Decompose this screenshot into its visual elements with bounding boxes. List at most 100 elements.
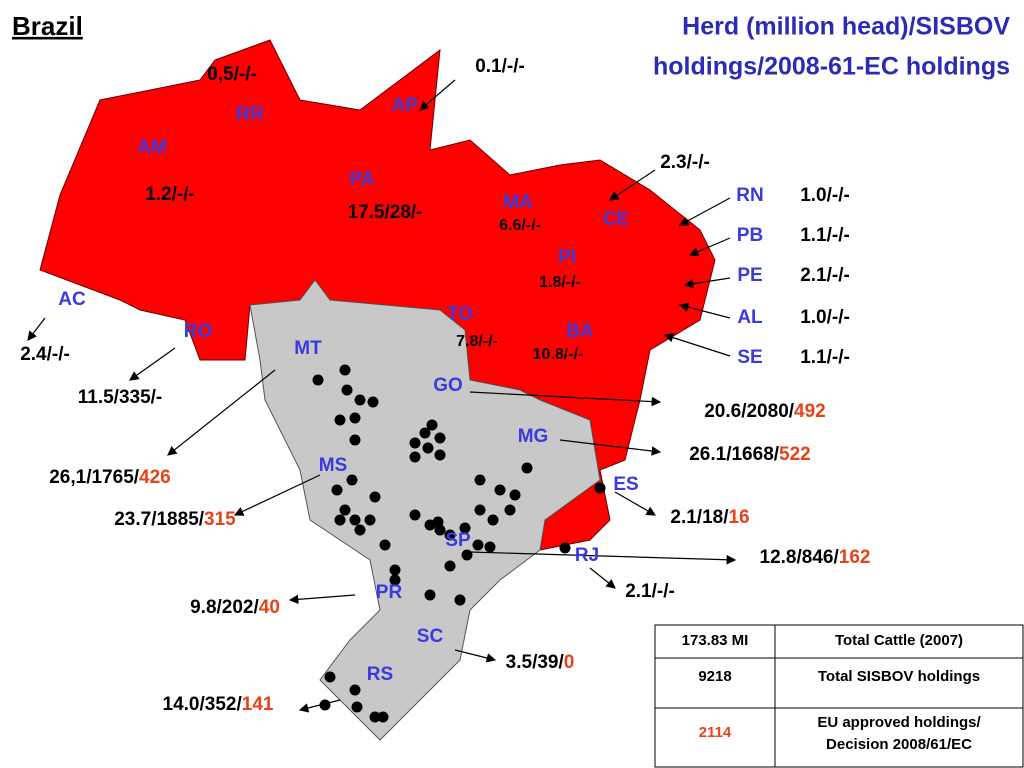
holding-dot bbox=[434, 432, 446, 444]
holding-dot bbox=[324, 671, 336, 683]
state-code: MG bbox=[518, 426, 549, 447]
herd-holdings: 1.8/-/- bbox=[539, 274, 581, 291]
subtitle: holdings/2008-61-EC holdings bbox=[653, 53, 1010, 81]
state-value: 6.6/-/- bbox=[499, 217, 541, 234]
state-code: SC bbox=[417, 626, 444, 647]
holding-dot bbox=[334, 514, 346, 526]
state-value: 14.0/352/141 bbox=[163, 694, 274, 715]
state-code: AL bbox=[737, 307, 763, 328]
pointer bbox=[688, 237, 731, 257]
holding-dot bbox=[461, 549, 473, 561]
herd-holdings: 0,5/-/- bbox=[207, 64, 257, 85]
cell: EU approved holdings/Decision 2008/61/EC bbox=[817, 714, 981, 753]
herd-holdings: 7.8/-/- bbox=[456, 333, 498, 350]
eu-holdings: 40 bbox=[259, 597, 280, 618]
eu-holdings: 141 bbox=[242, 694, 274, 715]
herd-holdings: 2.1/-/- bbox=[625, 581, 675, 602]
state-value: 20.6/2080/492 bbox=[704, 401, 826, 422]
cell: Total Cattle (2007) bbox=[835, 632, 963, 649]
pointer bbox=[589, 567, 616, 589]
state-code: SP bbox=[445, 530, 471, 551]
pointer bbox=[469, 551, 737, 565]
state-value: 0,5/-/- bbox=[207, 64, 257, 85]
state-value: 1.1/-/- bbox=[800, 347, 850, 368]
herd-holdings: 2.3/-/- bbox=[660, 152, 710, 173]
south-region bbox=[249, 279, 601, 741]
eu-holdings: 16 bbox=[728, 507, 749, 528]
holding-dot bbox=[494, 484, 506, 496]
herd-holdings: 14.0/352/ bbox=[163, 694, 243, 715]
summary-table: 173.83 MI Total Cattle (2007) 9218 Total… bbox=[654, 624, 1024, 768]
state-value: 1.1/-/- bbox=[800, 225, 850, 246]
state-code: SE bbox=[737, 347, 762, 368]
holding-dot bbox=[331, 484, 343, 496]
holding-dot bbox=[349, 684, 361, 696]
holding-dot bbox=[354, 524, 366, 536]
holding-dot bbox=[349, 434, 361, 446]
holding-dot bbox=[426, 419, 438, 431]
holding-dot bbox=[454, 594, 466, 606]
holding-dot bbox=[369, 711, 381, 723]
holding-dot bbox=[312, 374, 324, 386]
holding-dot bbox=[341, 384, 353, 396]
holding-dot bbox=[474, 474, 486, 486]
state-code: RO bbox=[184, 321, 213, 342]
pointer bbox=[683, 277, 731, 289]
state-value: 3.5/39/0 bbox=[506, 652, 575, 673]
state-code: PR bbox=[376, 582, 403, 603]
state-code: AM bbox=[137, 137, 167, 158]
holding-dot bbox=[409, 509, 421, 521]
pointer bbox=[233, 474, 321, 516]
holding-dot bbox=[594, 482, 606, 494]
state-value: 9.8/202/40 bbox=[190, 597, 280, 618]
herd-holdings: 26,1/1765/ bbox=[49, 467, 140, 488]
herd-holdings: 1.0/-/- bbox=[800, 307, 850, 328]
state-code: PA bbox=[350, 169, 375, 190]
holding-dot bbox=[334, 414, 346, 426]
state-value: 26.1/1668/522 bbox=[689, 444, 811, 465]
cell: 2114 bbox=[699, 724, 732, 741]
holding-dot bbox=[389, 564, 401, 576]
holding-dot bbox=[364, 514, 376, 526]
holding-dot bbox=[349, 412, 361, 424]
holding-dot bbox=[434, 449, 446, 461]
state-code: RJ bbox=[575, 545, 599, 566]
state-value: 11.5/335/- bbox=[78, 387, 163, 408]
state-code: MT bbox=[294, 338, 322, 359]
pointer bbox=[678, 302, 731, 319]
holding-dot bbox=[472, 539, 484, 551]
state-code: PI bbox=[558, 247, 576, 268]
herd-holdings: 1.0/-/- bbox=[800, 185, 850, 206]
holding-dot bbox=[487, 514, 499, 526]
eu-holdings: 162 bbox=[839, 547, 871, 568]
state-code: ES bbox=[613, 474, 638, 495]
holding-dot bbox=[444, 529, 456, 541]
herd-holdings: 2.1/-/- bbox=[800, 265, 850, 286]
eu-holdings: 522 bbox=[779, 444, 811, 465]
pointer bbox=[469, 391, 662, 407]
pointer bbox=[609, 169, 656, 201]
holding-dot bbox=[459, 522, 471, 534]
state-value: 1.2/-/- bbox=[145, 184, 195, 205]
holding-dot bbox=[367, 396, 379, 408]
holding-dot bbox=[339, 504, 351, 516]
eu-holdings: 315 bbox=[204, 509, 236, 530]
herd-holdings: 9.8/202/ bbox=[190, 597, 259, 618]
state-value: 1.8/-/- bbox=[539, 274, 581, 291]
cell: Total SISBOV holdings bbox=[818, 668, 980, 685]
state-code: PE bbox=[737, 265, 762, 286]
holding-dot bbox=[474, 504, 486, 516]
herd-holdings: 20.6/2080/ bbox=[704, 401, 795, 422]
holding-dot bbox=[434, 524, 446, 536]
state-code: RN bbox=[736, 185, 763, 206]
holding-dot bbox=[351, 701, 363, 713]
pointer bbox=[419, 79, 456, 111]
holding-dots bbox=[312, 364, 606, 723]
herd-holdings: 17.5/28/- bbox=[348, 202, 423, 223]
holding-dot bbox=[509, 489, 521, 501]
holding-dot bbox=[319, 699, 331, 711]
state-value: 10.8/-/- bbox=[533, 346, 584, 363]
herd-holdings: 26.1/1668/ bbox=[689, 444, 780, 465]
state-value: 0.1/-/- bbox=[475, 56, 525, 77]
